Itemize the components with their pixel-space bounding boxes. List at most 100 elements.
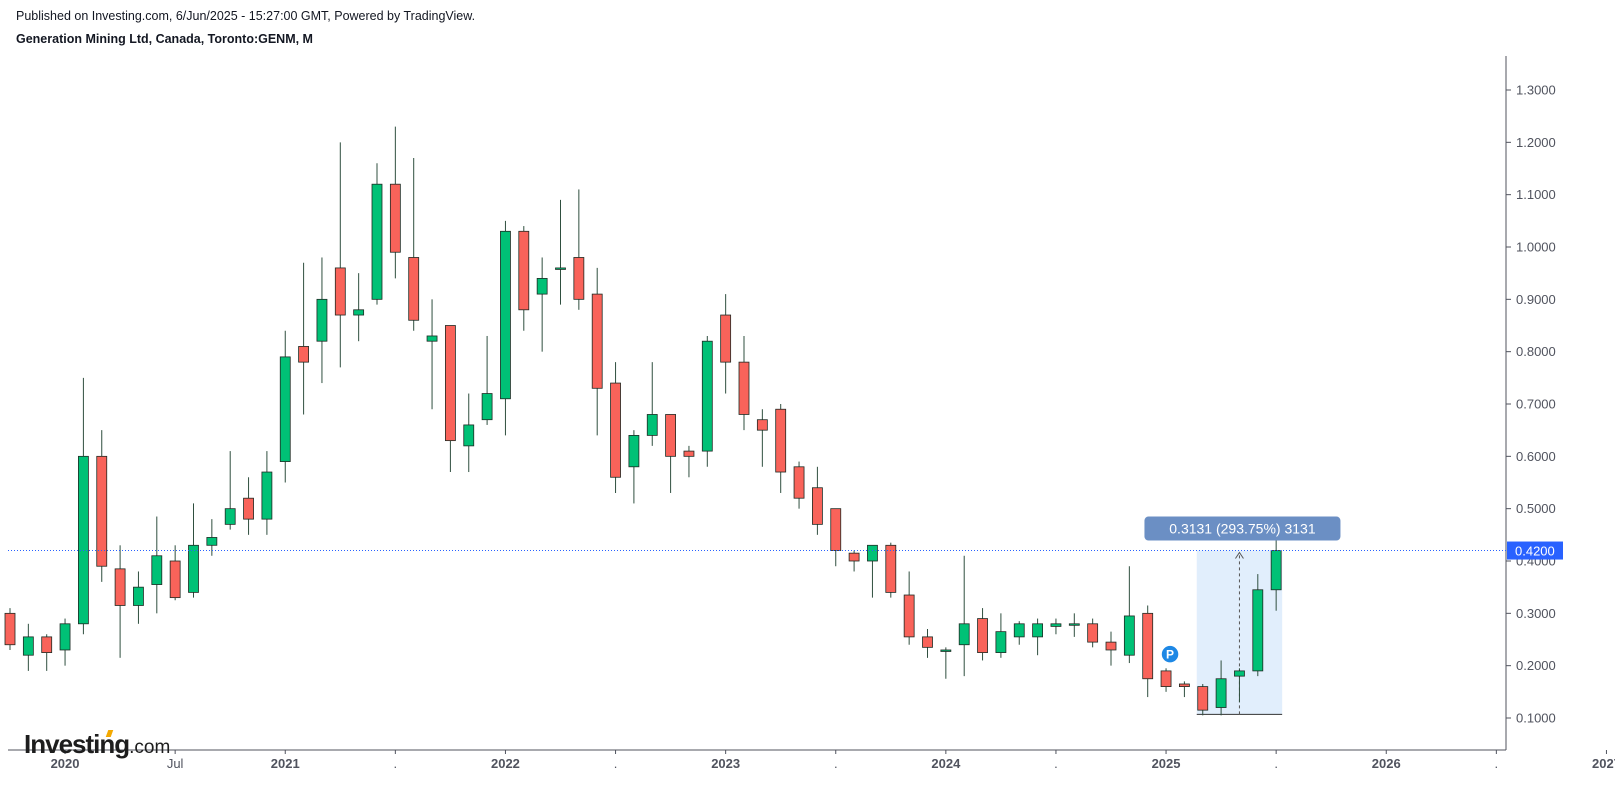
candle xyxy=(536,257,548,352)
x-tick-label: 2024 xyxy=(931,756,961,771)
candle xyxy=(1160,668,1172,692)
x-tick-label: . xyxy=(614,756,618,771)
published-note: Published on Investing.com, 6/Jun/2025 -… xyxy=(16,9,476,23)
logo-suffix: .com xyxy=(129,737,171,758)
candle-body-down xyxy=(1160,670,1172,688)
candle-body-up xyxy=(133,586,144,606)
candle xyxy=(848,550,860,572)
candle-body-up xyxy=(78,455,89,625)
x-tick-label: . xyxy=(1054,756,1058,771)
candle-body-up xyxy=(628,434,640,468)
y-tick-label: 0.7000 xyxy=(1516,397,1556,412)
x-tick-label: Jul xyxy=(167,756,184,771)
candle-body-up xyxy=(188,544,199,593)
candle xyxy=(316,257,328,384)
candle xyxy=(555,199,566,305)
candle xyxy=(977,608,988,661)
candle-body-up xyxy=(646,414,658,436)
x-tick-label: 2027 xyxy=(1592,756,1615,771)
candle xyxy=(885,542,897,598)
candle-body-up xyxy=(22,636,34,656)
candle xyxy=(665,414,676,493)
candle-body-down xyxy=(848,552,860,562)
axes: 0.10000.20000.30000.40000.50000.60000.70… xyxy=(8,56,1615,771)
current-price-tag xyxy=(1507,541,1563,560)
candle xyxy=(334,142,346,368)
x-tick-label: 2021 xyxy=(271,756,300,771)
x-tick-label: 2022 xyxy=(491,756,520,771)
candle-body-down xyxy=(114,568,126,606)
candle-body-up xyxy=(316,298,328,342)
candle-body-up xyxy=(1252,589,1264,672)
candle xyxy=(995,613,1007,658)
candle xyxy=(1270,537,1282,611)
y-tick-label: 0.1000 xyxy=(1516,711,1556,726)
candle-body-up xyxy=(701,340,713,452)
x-tick-label: . xyxy=(834,756,838,771)
candle-body-down xyxy=(591,293,603,389)
candle-body-down xyxy=(977,618,988,653)
candle-body-up xyxy=(151,555,163,585)
candle xyxy=(1234,668,1245,703)
candle-body-down xyxy=(408,257,420,321)
candle-body-up xyxy=(1032,623,1043,638)
candle-body-up xyxy=(59,623,71,651)
candle xyxy=(518,226,530,331)
candle xyxy=(1142,605,1154,698)
candle-body-down xyxy=(1197,686,1209,711)
candle-body-down xyxy=(830,508,842,551)
measure-label-box xyxy=(1144,516,1341,541)
y-tick-label: 0.8000 xyxy=(1516,344,1556,359)
event-marker-icon xyxy=(1160,644,1180,664)
candle xyxy=(1050,618,1062,635)
candle-body-down xyxy=(444,325,456,442)
investing-logo: Investing.com xyxy=(24,729,170,760)
candle-body-down xyxy=(1105,641,1117,651)
candle-body-down xyxy=(389,183,401,253)
candle xyxy=(78,377,89,635)
candle-body-up xyxy=(867,544,878,562)
candle-body-up xyxy=(500,230,511,400)
x-tick-label: 2023 xyxy=(711,756,740,771)
candle-body-down xyxy=(922,636,933,648)
candle-body-up xyxy=(958,623,970,646)
candle xyxy=(389,126,401,279)
candle-body-down xyxy=(4,612,16,646)
candle-body-up xyxy=(1068,623,1080,626)
candle-body-up xyxy=(1123,615,1135,656)
x-tick-label: 2025 xyxy=(1152,756,1181,771)
x-tick-label: . xyxy=(394,756,398,771)
candle xyxy=(1197,683,1209,716)
candle xyxy=(922,629,933,658)
candle xyxy=(243,477,254,535)
candle xyxy=(1087,618,1099,648)
candle-body-up xyxy=(353,309,365,316)
candle xyxy=(353,273,365,342)
candle xyxy=(591,267,603,436)
candle xyxy=(830,508,842,567)
candle-body-up xyxy=(1234,670,1245,677)
candle xyxy=(903,571,915,645)
candle xyxy=(426,299,438,410)
candle-body-up xyxy=(1270,550,1282,591)
y-tick-label: 1.0000 xyxy=(1516,240,1556,255)
candle xyxy=(1215,660,1227,716)
y-tick-label: 0.3000 xyxy=(1516,606,1556,621)
candle xyxy=(756,409,768,467)
candle-body-up xyxy=(995,631,1007,653)
candle xyxy=(463,393,475,473)
candle xyxy=(738,335,750,431)
candle xyxy=(720,294,732,394)
candle xyxy=(701,335,713,467)
candle xyxy=(133,571,144,624)
candle-body-down xyxy=(793,466,805,499)
candle xyxy=(812,466,823,535)
candle xyxy=(628,430,640,504)
candle-body-down xyxy=(885,544,897,593)
candle xyxy=(59,618,71,666)
candle xyxy=(444,325,456,473)
candle-body-up xyxy=(279,356,291,462)
candle xyxy=(481,335,493,425)
measure-label: 0.3131 (293.75%) 3131 xyxy=(1169,521,1316,537)
